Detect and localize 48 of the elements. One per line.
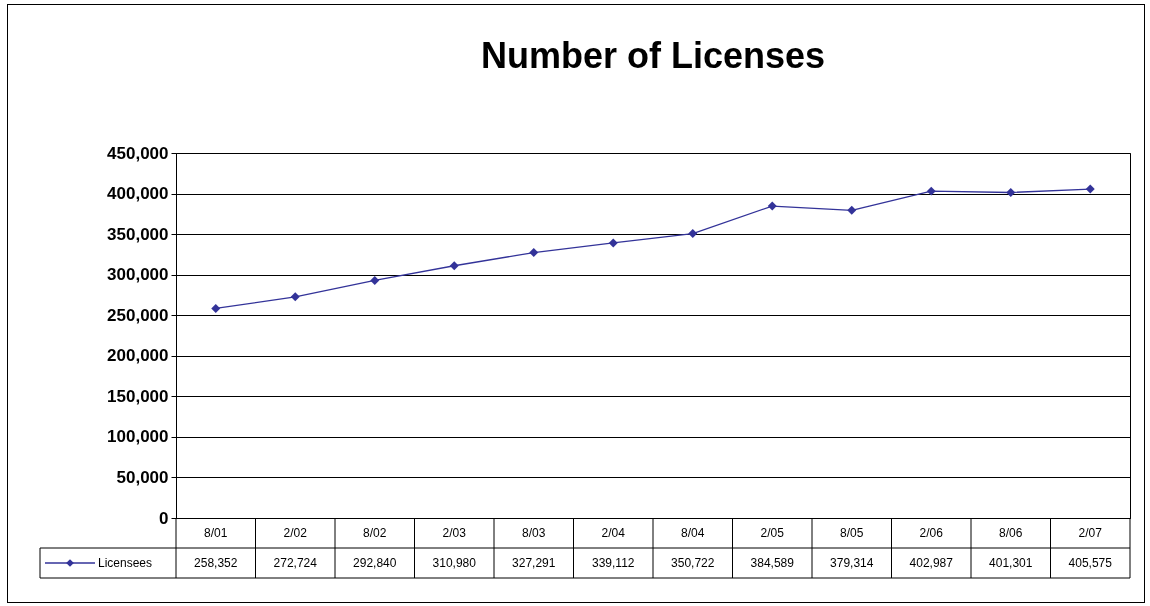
data-label: 405,575 [1068, 556, 1113, 570]
data-label: 310,980 [432, 556, 477, 570]
x-tick-label: 2/07 [1078, 525, 1103, 540]
point [529, 248, 539, 257]
legend-label: Licensees [98, 556, 153, 570]
point [1085, 184, 1095, 194]
point [767, 201, 777, 211]
data-label: 379,314 [830, 556, 874, 570]
y-tick-label: 200,000 [107, 346, 169, 366]
y-tick-label: 400,000 [107, 184, 169, 204]
point [608, 238, 618, 248]
x-tick-label: 8/01 [204, 525, 228, 540]
y-tick-label: 100,000 [107, 427, 169, 447]
y-tick-label: 300,000 [107, 265, 169, 285]
y-tick-label: 250,000 [107, 305, 169, 325]
x-tick-label: 2/05 [760, 525, 785, 540]
y-tick-label: 350,000 [107, 224, 169, 244]
point [370, 276, 380, 285]
point [290, 292, 300, 302]
x-tick-label: 8/04 [681, 525, 705, 540]
y-tick-label: 150,000 [107, 386, 169, 406]
chart-title: Number of Licenses [480, 35, 826, 76]
point [688, 229, 698, 238]
data-label: 402,987 [909, 556, 954, 570]
x-tick-label: 2/03 [442, 525, 467, 540]
y-tick-label: 450,000 [107, 143, 169, 163]
x-tick-label: 2/04 [601, 525, 626, 540]
point [211, 303, 221, 313]
x-tick-label: 8/06 [999, 525, 1023, 540]
point [926, 186, 936, 196]
data-label: 384,589 [750, 556, 795, 570]
point [1006, 188, 1016, 197]
data-label: 292,840 [353, 556, 397, 570]
data-label: 339,112 [592, 556, 635, 570]
y-tick-label: 50,000 [116, 467, 169, 487]
data-label: 327,291 [512, 556, 556, 570]
x-tick-label: 2/06 [919, 525, 944, 540]
data-label: 258,352 [194, 556, 238, 570]
x-tick-label: 8/05 [840, 525, 864, 540]
x-tick-label: 8/02 [363, 525, 387, 540]
x-tick-label: 8/03 [522, 525, 546, 540]
point [847, 205, 857, 215]
point [449, 261, 459, 271]
x-tick-label: 2/02 [283, 525, 308, 540]
y-tick-label: 0 [159, 508, 169, 528]
data-label: 272,724 [273, 556, 318, 570]
data-label: 401,301 [989, 556, 1033, 570]
data-label: 350,722 [671, 556, 715, 570]
